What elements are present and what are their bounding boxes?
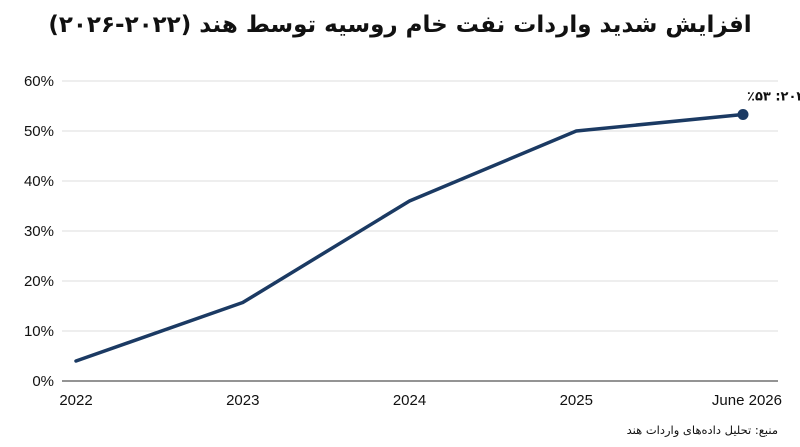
y-tick-label: 50% xyxy=(24,123,54,140)
y-axis-ticks: 0% 10% 20% 30% 40% 50% 60% xyxy=(24,73,54,390)
series-line xyxy=(74,112,745,363)
gridlines xyxy=(62,80,778,382)
y-tick-label: 20% xyxy=(24,273,54,290)
series-points xyxy=(737,109,749,120)
y-tick-label: 60% xyxy=(24,73,54,90)
peak-point xyxy=(737,109,749,120)
peak-annotation: اوج ژوئن ۲۰۲۶: ۵۳٪ xyxy=(747,90,800,105)
x-tick-label: June 2026 xyxy=(712,392,782,409)
x-tick-label: 2023 xyxy=(226,392,259,409)
x-axis-ticks: 2022 2023 2024 2025 June 2026 xyxy=(59,392,782,409)
x-tick-label: 2024 xyxy=(393,392,426,409)
y-tick-label: 10% xyxy=(24,323,54,340)
chart-title: افزایش شدید واردات نفت خام روسیه توسط هن… xyxy=(48,12,752,38)
x-tick-label: 2022 xyxy=(59,392,92,409)
y-tick-label: 0% xyxy=(32,373,54,390)
source-note: منبع: تحلیل داده‌های واردات هند xyxy=(626,423,778,437)
y-tick-label: 30% xyxy=(24,223,54,240)
x-tick-label: 2025 xyxy=(560,392,593,409)
y-tick-label: 40% xyxy=(24,173,54,190)
